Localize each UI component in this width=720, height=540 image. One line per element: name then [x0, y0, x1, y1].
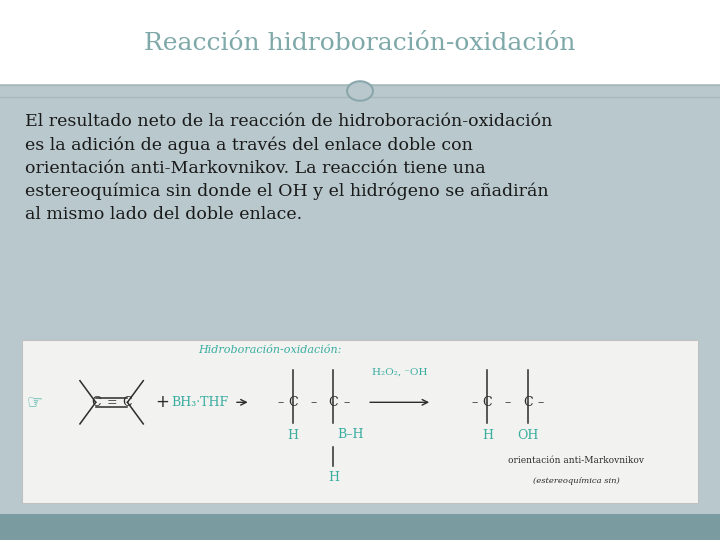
Text: –: – [343, 396, 349, 409]
Text: C: C [288, 396, 298, 409]
Text: C: C [91, 396, 101, 409]
Text: ☞: ☞ [27, 393, 42, 411]
Text: orientación anti-Markovnikov: orientación anti-Markovnikov [508, 456, 644, 464]
Circle shape [347, 82, 373, 100]
Text: Hidroboración-oxidación:: Hidroboración-oxidación: [198, 345, 341, 355]
Text: C: C [482, 396, 492, 409]
Text: H₂O₂, ⁻OH: H₂O₂, ⁻OH [372, 367, 428, 376]
Text: OH: OH [517, 429, 539, 442]
Text: –: – [277, 396, 283, 409]
Text: El resultado neto de la reacción de hidroboración-oxidación
es la adición de agu: El resultado neto de la reacción de hidr… [25, 113, 552, 223]
Text: C: C [122, 396, 132, 409]
Text: H: H [287, 429, 299, 442]
FancyBboxPatch shape [0, 0, 720, 84]
Text: H: H [482, 429, 493, 442]
Text: H: H [328, 471, 339, 484]
Text: BH₃·THF: BH₃·THF [171, 396, 229, 409]
Text: +: + [155, 393, 169, 411]
Text: –: – [472, 396, 477, 409]
Text: –: – [538, 396, 544, 409]
Text: C: C [523, 396, 533, 409]
Text: C: C [328, 396, 338, 409]
FancyBboxPatch shape [22, 340, 698, 503]
Text: =: = [107, 396, 117, 409]
Text: –: – [310, 396, 316, 409]
Text: (estereoquímica sin): (estereoquímica sin) [533, 477, 619, 484]
Text: Reacción hidroboración-oxidación: Reacción hidroboración-oxidación [144, 32, 576, 55]
Text: B–H: B–H [337, 428, 364, 441]
FancyBboxPatch shape [0, 514, 720, 540]
Text: –: – [505, 396, 510, 409]
